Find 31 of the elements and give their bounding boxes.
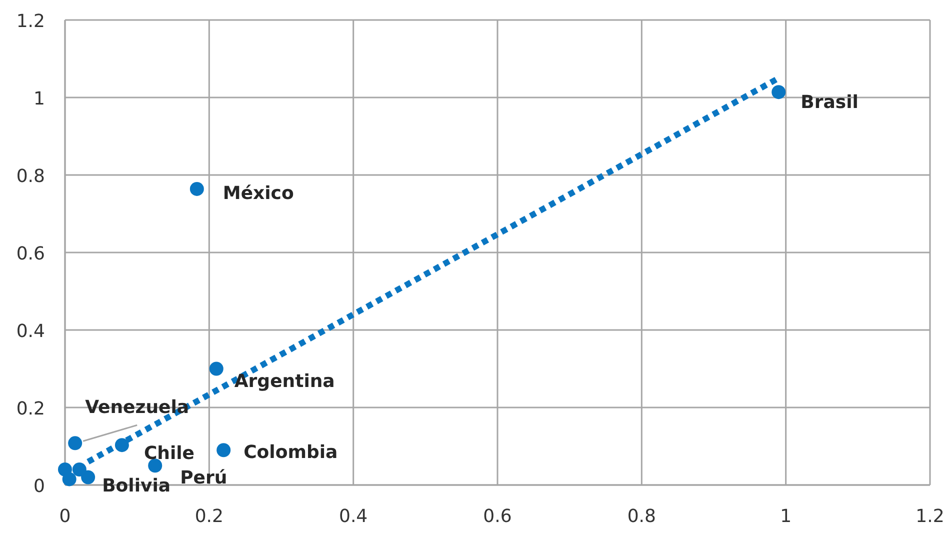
x-tick-label: 0.8	[627, 506, 656, 527]
point	[216, 443, 231, 458]
y-tick-label: 1	[34, 88, 45, 110]
point	[190, 182, 204, 196]
y-tick-label: 0.4	[16, 321, 45, 342]
y-tick-label: 0.8	[16, 166, 45, 187]
annotation: Perú	[180, 468, 228, 489]
point	[62, 472, 76, 486]
annotation: México	[222, 182, 294, 204]
x-tick-label: 0	[59, 506, 71, 527]
y-tick-label: 1.2	[16, 11, 45, 32]
x-tick-label: 1.2	[916, 506, 943, 527]
annotation: Colombia	[244, 442, 338, 464]
point	[114, 438, 129, 452]
x-tick-label: 0.4	[339, 506, 368, 527]
point	[772, 85, 786, 100]
y-tick-label: 0	[34, 476, 45, 497]
point	[72, 462, 86, 476]
y-tick-label: 0.2	[16, 398, 45, 420]
x-tick-label: 0.6	[483, 506, 512, 527]
point	[68, 436, 82, 450]
x-tick-label: 1	[780, 506, 792, 527]
annotation: Bolivia	[102, 475, 171, 496]
annotation: Chile	[144, 443, 195, 464]
annotation: Brasil	[800, 92, 858, 114]
annotation: Argentina	[234, 370, 335, 392]
point	[148, 458, 162, 473]
y-tick-label: 0.6	[16, 244, 45, 264]
point	[81, 470, 96, 484]
x-tick-label: 0.2	[194, 506, 224, 527]
point	[209, 362, 224, 376]
